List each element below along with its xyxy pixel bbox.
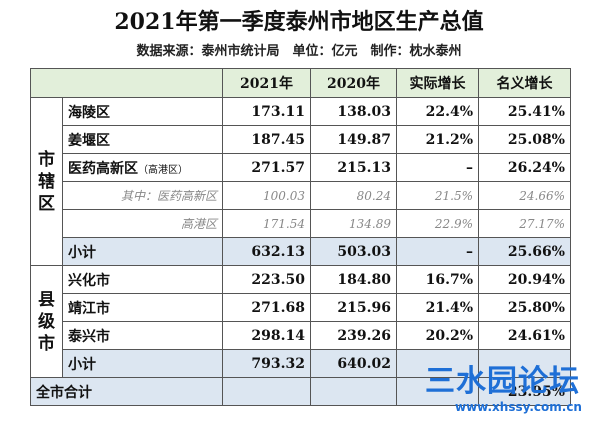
row-name-text: 高港区: [180, 217, 217, 231]
value-cell: 503.03: [310, 237, 397, 266]
watermark-text: 三水园论坛: [425, 364, 580, 399]
row-name: 高港区: [62, 209, 223, 238]
value-cell: –: [396, 237, 479, 266]
row-name: 其中：医药高新区: [62, 181, 223, 210]
value-cell: 25.41%: [478, 97, 571, 126]
row-name-text: 医药高新区: [68, 160, 138, 177]
value-cell: [222, 377, 311, 406]
total-row: 全市合计 23.95%: [30, 377, 571, 406]
value-cell: 21.4%: [396, 293, 479, 322]
header-cell: 实际增长: [396, 68, 479, 98]
row-note: （高港区）: [138, 164, 188, 176]
row-name: 小计: [62, 237, 223, 266]
data-row: 泰兴市 298.14 239.26 20.2% 24.61%: [31, 321, 571, 350]
value-cell: 215.13: [310, 153, 397, 182]
row-name-text: 小计: [68, 356, 96, 373]
row-name-text: 靖江市: [68, 300, 110, 317]
watermark: 三水园论坛 www.xhssy.com.cn: [425, 356, 582, 414]
row-name-text: 其中：医药高新区: [120, 189, 217, 203]
data-row: 姜堰区 187.45 149.87 21.2% 25.08%: [31, 125, 571, 154]
value-cell: 25.80%: [478, 293, 571, 322]
header-cell: 名义增长: [478, 68, 571, 98]
value-cell: 298.14: [222, 321, 311, 350]
data-row: 县级市 兴化市 223.50 184.80 16.7% 20.94%: [30, 265, 571, 378]
value-cell: 23.95%: [478, 377, 571, 406]
value-cell: 20.94%: [478, 265, 571, 294]
value-cell: [478, 349, 571, 378]
row-name-text: 海陵区: [68, 104, 110, 121]
value-cell: [310, 377, 397, 406]
data-row: 市辖区 海陵区 173.11 138.03 22.4% 25.41%: [30, 97, 571, 266]
value-cell: 80.24: [310, 181, 397, 210]
value-cell: 100.03: [222, 181, 311, 210]
value-cell: 25.08%: [478, 125, 571, 154]
value-cell: 184.80: [310, 265, 397, 294]
value-cell: 16.7%: [396, 265, 479, 294]
data-row: 高港区 171.54 134.89 22.9% 27.17%: [31, 209, 571, 238]
gdp-table: 2021年 2020年 实际增长 名义增长 市辖区 海陵区 173.11 138.03 22.4…: [30, 68, 571, 406]
value-cell: 26.24%: [478, 153, 571, 182]
data-row: 小计 632.13 503.03–25.66%: [31, 237, 571, 266]
value-cell: 24.66%: [478, 181, 571, 210]
value-cell: 27.17%: [478, 209, 571, 238]
value-cell: 632.13: [222, 237, 311, 266]
header-cell: 2021年: [222, 68, 311, 98]
value-cell: 793.32: [222, 349, 311, 378]
row-name: 姜堰区: [62, 125, 223, 154]
header-cell: 2020年: [310, 68, 397, 98]
value-cell: 134.89: [310, 209, 397, 238]
value-cell: 149.87: [310, 125, 397, 154]
row-name: 小计: [62, 349, 223, 378]
data-row: 医药高新区（高港区） 271.57 215.13–26.24%: [31, 153, 571, 182]
value-cell: 223.50: [222, 265, 311, 294]
row-name: 兴化市: [62, 265, 223, 294]
value-cell: 138.03: [310, 97, 397, 126]
value-cell: [396, 349, 479, 378]
watermark-url: www.xhssy.com.cn: [455, 400, 582, 414]
row-name: 医药高新区（高港区）: [62, 153, 223, 182]
value-cell: 215.96: [310, 293, 397, 322]
value-cell: 20.2%: [396, 321, 479, 350]
row-name-text: 泰兴市: [68, 328, 110, 345]
value-cell: 25.66%: [478, 237, 571, 266]
header-row: 2021年 2020年 实际增长 名义增长: [30, 68, 571, 98]
value-cell: 640.02: [310, 349, 397, 378]
header-cell: [30, 68, 223, 98]
value-cell: 271.57: [222, 153, 311, 182]
value-cell: 239.26: [310, 321, 397, 350]
value-cell: –: [396, 153, 479, 182]
row-name: 靖江市: [62, 293, 223, 322]
value-cell: 24.61%: [478, 321, 571, 350]
value-cell: 22.9%: [396, 209, 479, 238]
data-row: 靖江市 271.68 215.96 21.4% 25.80%: [31, 293, 571, 322]
subtitle: 数据来源：泰州市统计局 单位：亿元 制作：枕水泰州: [136, 44, 462, 59]
value-cell: 173.11: [222, 97, 311, 126]
row-name: 泰兴市: [62, 321, 223, 350]
group-label: 县级市: [30, 265, 63, 378]
value-cell: 271.68: [222, 293, 311, 322]
value-cell: [396, 377, 479, 406]
data-row: 其中：医药高新区 100.03 80.24 21.5% 24.66%: [31, 181, 571, 210]
row-name-text: 姜堰区: [68, 132, 110, 149]
value-cell: 187.45: [222, 125, 311, 154]
row-name-text: 兴化市: [68, 272, 110, 289]
group-label: 市辖区: [30, 97, 63, 266]
title: 2021年第一季度泰州市地区生产总值: [114, 9, 484, 35]
row-name: 海陵区: [62, 97, 223, 126]
value-cell: 22.4%: [396, 97, 479, 126]
value-cell: 171.54: [222, 209, 311, 238]
data-row: 小计 793.32 640.02: [31, 349, 571, 378]
value-cell: 21.5%: [396, 181, 479, 210]
value-cell: 21.2%: [396, 125, 479, 154]
row-name: 全市合计: [30, 377, 223, 406]
row-name-text: 小计: [68, 244, 96, 261]
